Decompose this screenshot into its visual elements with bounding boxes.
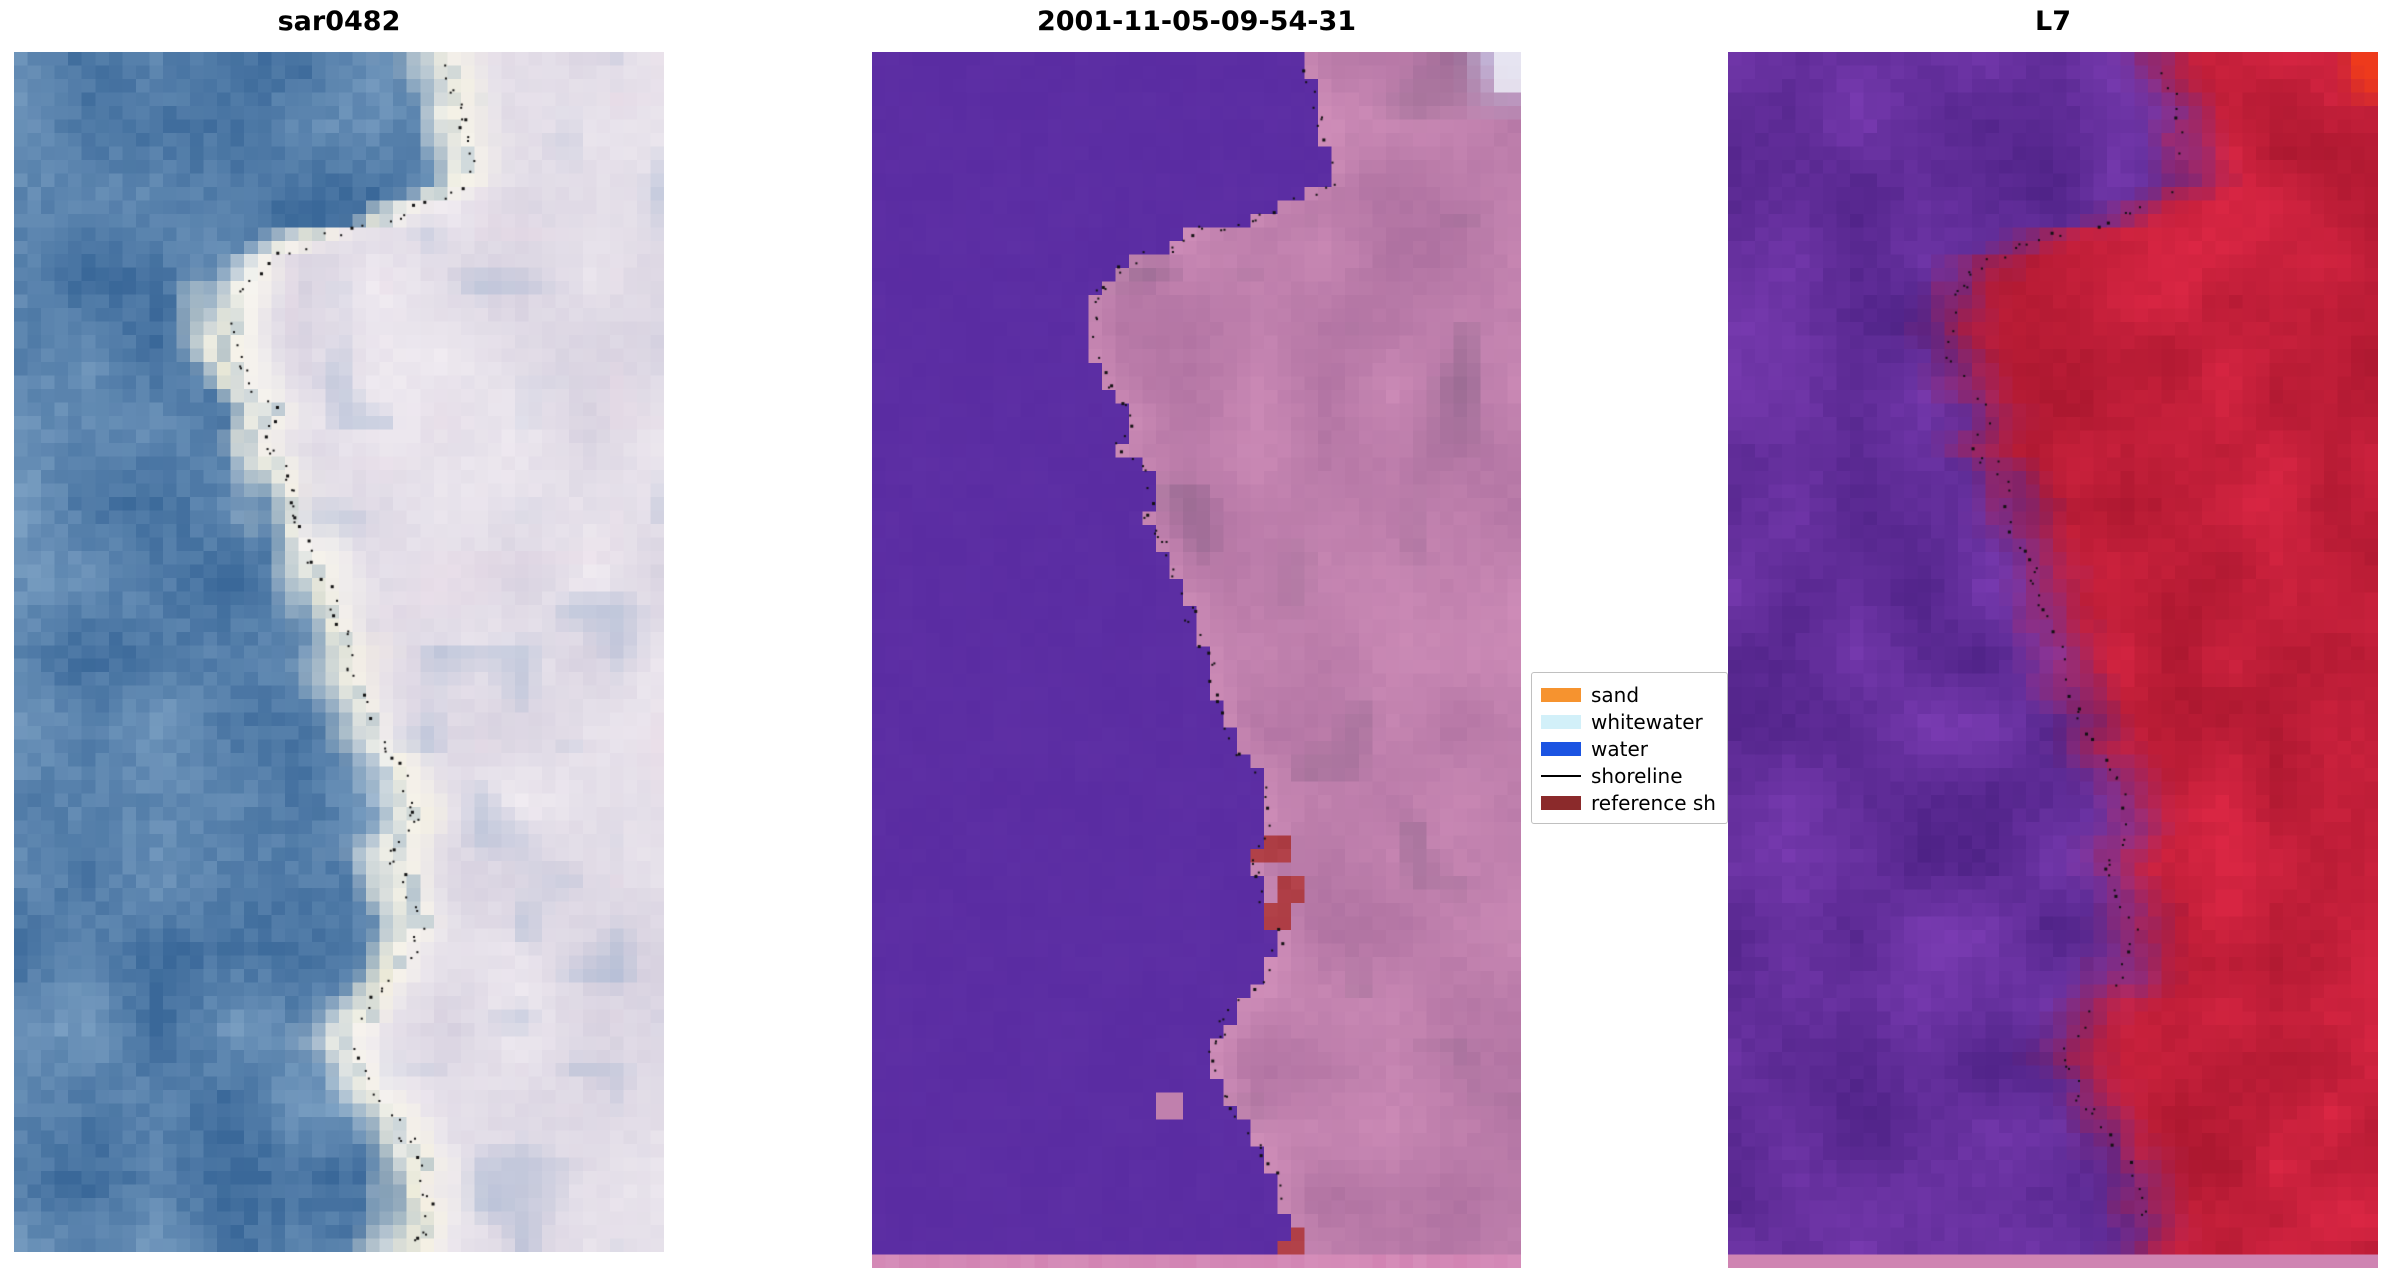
panel-title-sar: sar0482 [277, 6, 401, 37]
panel-title-classified: 2001-11-05-09-54-31 [1036, 6, 1357, 37]
legend-entry-sand: sand [1541, 681, 1727, 708]
legend-entry-whitewater: whitewater [1541, 708, 1727, 735]
legend-label-whitewater: whitewater [1591, 709, 1703, 734]
legend-entry-shoreline: shoreline [1541, 762, 1727, 789]
classified-shoreline-dots-overlay [872, 52, 1521, 1268]
legend-label-shoreline: shoreline [1591, 763, 1683, 788]
sar-shoreline-dots-overlay [14, 52, 664, 1252]
legend-entry-water: water [1541, 735, 1727, 762]
legend-entry-reference-shoreline: reference sh [1541, 789, 1727, 816]
legend: sand whitewater water shoreline referenc… [1531, 672, 1728, 824]
classified-image-panel [872, 52, 1521, 1268]
l7-image-panel [1728, 52, 2378, 1268]
panel-title-l7: L7 [2035, 6, 2071, 37]
sar-image-panel [14, 52, 664, 1252]
reference-shoreline-swatch-icon [1541, 795, 1581, 810]
l7-shoreline-dots-overlay [1728, 52, 2378, 1268]
sand-swatch-icon [1541, 687, 1581, 702]
shoreline-line-icon [1541, 774, 1581, 777]
water-swatch-icon [1541, 741, 1581, 756]
legend-label-reference-shoreline: reference sh [1591, 790, 1716, 815]
legend-label-water: water [1591, 736, 1648, 761]
whitewater-swatch-icon [1541, 714, 1581, 729]
legend-label-sand: sand [1591, 682, 1640, 707]
